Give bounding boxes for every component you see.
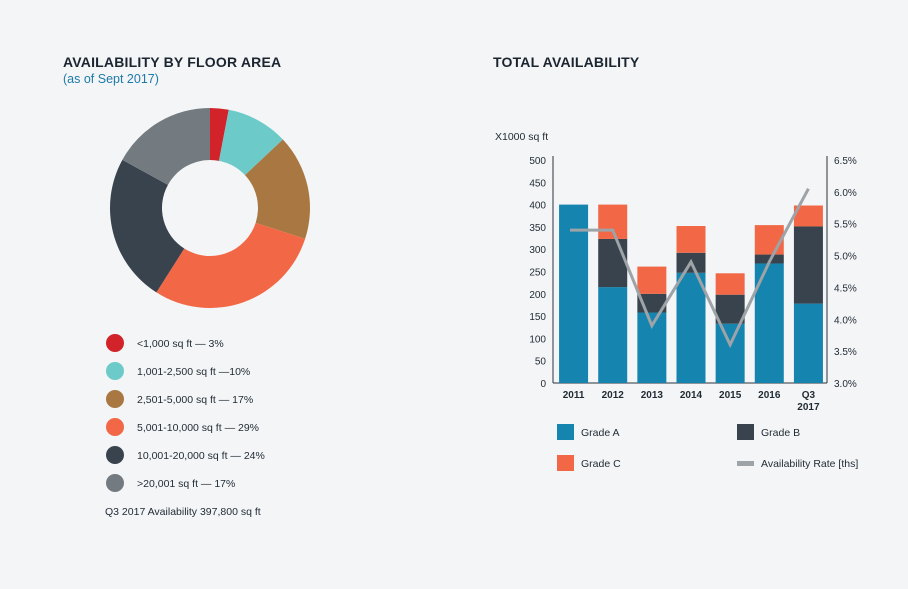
y-tick-350: 350 [529,223,546,234]
y-tick-0: 0 [540,379,546,390]
legend-swatch-3 [106,418,124,436]
x-tick-6-0: Q3 [802,390,816,401]
legend-label-grade-b: Grade B [761,427,800,439]
y2-tick-7: 3.0% [834,379,857,390]
y-tick-500: 500 [529,156,546,167]
donut-slice-1 [218,109,283,176]
y2-tick-6: 3.5% [834,347,857,358]
legend-swatch-4 [106,446,124,464]
y2-tick-5: 4.0% [834,315,857,326]
bar-chart-title: TOTAL AVAILABILITY [493,54,640,70]
legend-label-2: 2,501-5,000 sq ft — 17% [137,394,253,406]
bar-grade-a-0 [559,204,589,383]
bar-grade-c-6 [793,205,823,227]
legend-label-5: >20,001 sq ft — 17% [137,478,235,490]
x-tick-5: 2016 [758,390,781,401]
y-axis-label: X1000 sq ft [495,131,548,143]
x-tick-6-1: 2017 [797,402,820,413]
bar-grade-c-4 [715,273,745,295]
bar-grade-b-1 [598,238,628,288]
legend-swatch-availability-rate [737,461,754,466]
legend-swatch-grade-a [557,424,574,440]
legend-label-grade-a: Grade A [581,427,620,439]
y-tick-150: 150 [529,312,546,323]
bar-grade-a-3 [676,272,706,383]
legend-label-4: 10,001-20,000 sq ft — 24% [137,450,265,462]
y2-tick-3: 5.0% [834,252,857,263]
bar-grade-b-6 [793,226,823,304]
legend-swatch-2 [106,390,124,408]
bar-grade-a-1 [598,287,628,383]
donut-slice-3 [156,222,306,308]
legend-label-3: 5,001-10,000 sq ft — 29% [137,422,259,434]
donut-slice-0 [210,108,229,161]
legend-swatch-0 [106,334,124,352]
legend-swatch-grade-c [557,455,574,471]
legend-swatch-5 [106,474,124,492]
y-tick-250: 250 [529,268,546,279]
y-tick-100: 100 [529,334,546,345]
y2-tick-2: 5.5% [834,220,857,231]
bar-grade-b-4 [715,294,745,324]
bar-grade-c-5 [754,225,784,255]
x-tick-4: 2015 [719,390,742,401]
y2-tick-4: 4.5% [834,283,857,294]
y-tick-450: 450 [529,178,546,189]
legend-label-availability-rate: Availability Rate [ths] [761,458,858,470]
y2-tick-0: 6.5% [834,156,857,167]
bar-grade-c-2 [637,266,667,294]
donut-slice-4 [109,159,185,293]
x-tick-3: 2014 [680,390,703,401]
bar-grade-c-3 [676,226,706,253]
x-tick-2: 2013 [641,390,664,401]
y-tick-300: 300 [529,245,546,256]
y-tick-200: 200 [529,290,546,301]
x-tick-0: 2011 [563,390,585,401]
bar-grade-a-6 [793,303,823,383]
legend-swatch-1 [106,362,124,380]
donut-chart-title: AVAILABILITY BY FLOOR AREA [63,54,282,70]
legend-label-0: <1,000 sq ft — 3% [137,338,224,350]
legend-label-1: 1,001-2,500 sq ft —10% [137,366,250,378]
y-tick-400: 400 [529,201,546,212]
bar-grade-a-4 [715,323,745,383]
availability-footnote: Q3 2017 Availability 397,800 sq ft [105,506,261,518]
availability-rate-line [570,187,810,349]
legend-label-grade-c: Grade C [581,458,621,470]
x-tick-1: 2012 [602,390,625,401]
donut-chart-subtitle: (as of Sept 2017) [63,72,159,86]
donut-slice-2 [244,139,310,239]
y2-tick-1: 6.0% [834,188,857,199]
legend-swatch-grade-b [737,424,754,440]
y-tick-50: 50 [535,357,547,368]
donut-slice-5 [122,108,210,185]
